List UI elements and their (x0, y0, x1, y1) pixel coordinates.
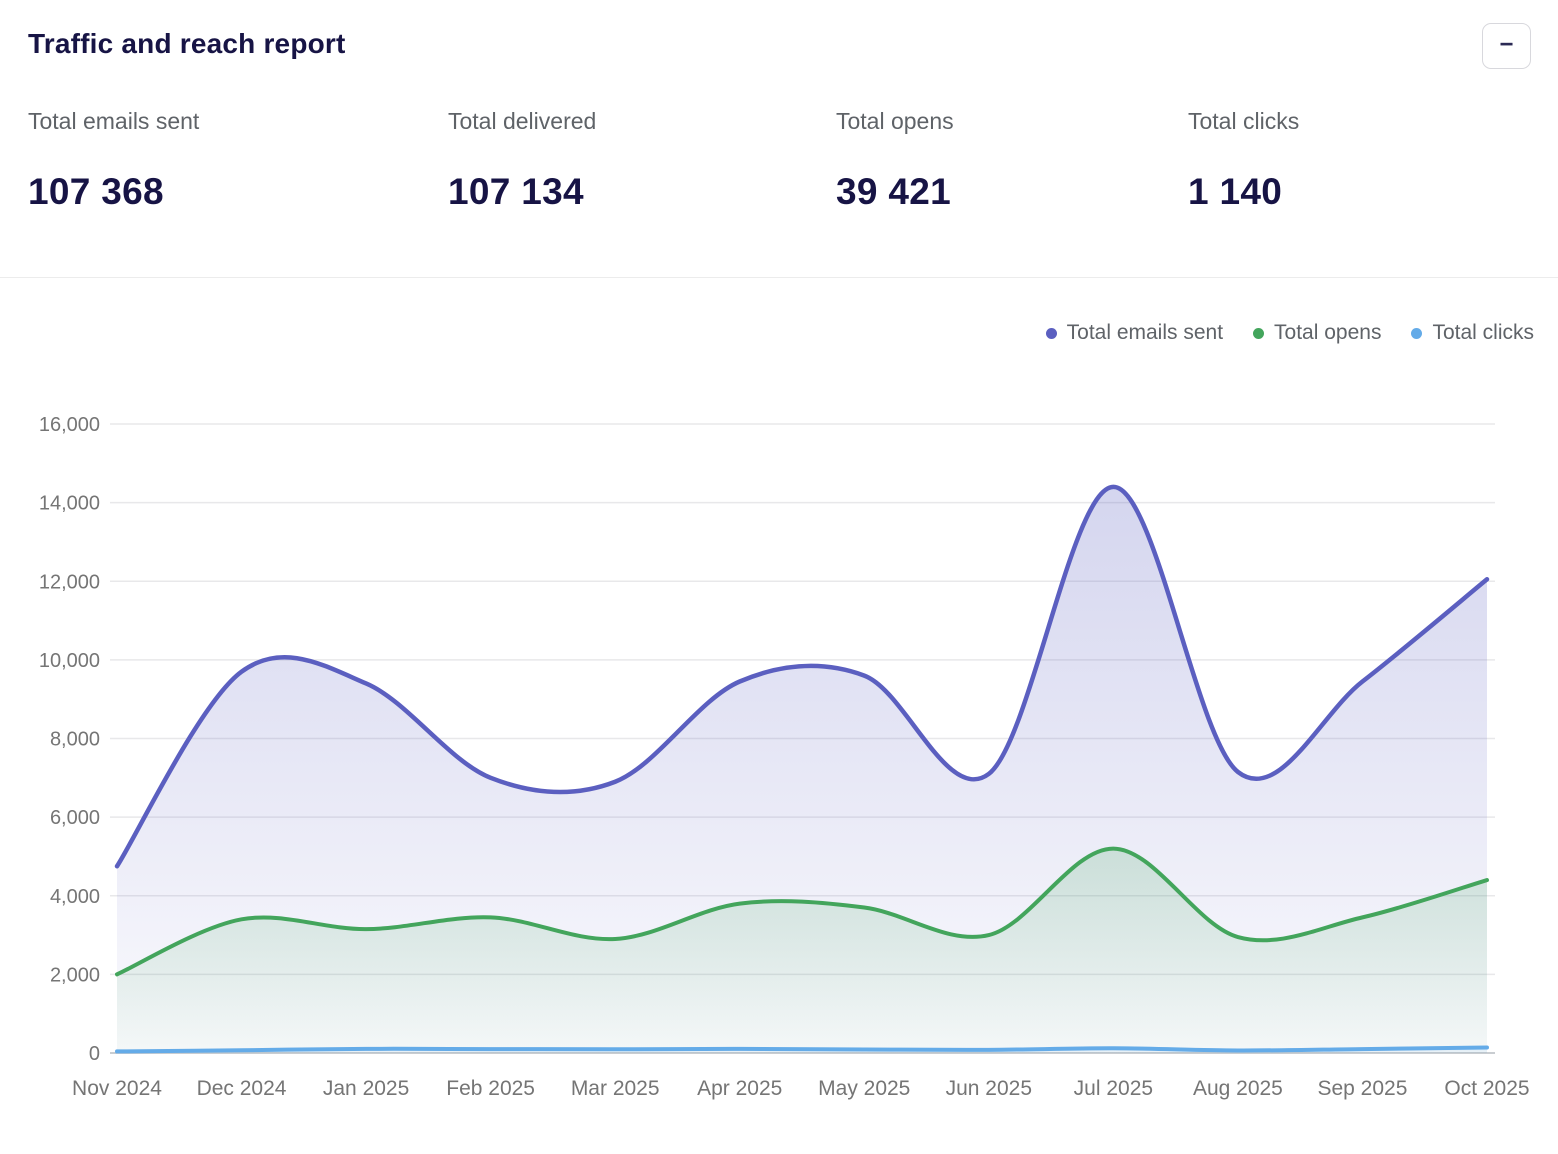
series-line-total-opens (115, 846, 1489, 977)
legend-item-total-emails-sent[interactable]: Total emails sent (1045, 321, 1224, 345)
x-axis-tick-label: May 2025 (818, 1077, 910, 1100)
legend-dot-icon (1253, 327, 1265, 339)
y-axis-tick-label: 0 (89, 1043, 100, 1065)
section-divider (0, 277, 1558, 278)
legend-label: Total clicks (1432, 321, 1534, 344)
stat-label: Total opens (836, 108, 954, 134)
y-axis-tick-label: 14,000 (39, 493, 100, 515)
legend-label: Total opens (1274, 321, 1382, 344)
x-axis-tick-label: Apr 2025 (697, 1077, 782, 1100)
x-axis-tick-label: Jul 2025 (1074, 1077, 1153, 1100)
stat-value: 1 140 (1188, 171, 1283, 212)
stat-total-opens: Total opens 39 421 (836, 108, 954, 213)
x-axis-tick-label: Jun 2025 (946, 1077, 1032, 1100)
series-line-total-emails-sent (114, 484, 1490, 869)
y-axis-tick-label: 10,000 (39, 650, 100, 672)
y-axis-tick-label: 12,000 (39, 571, 100, 593)
stat-label: Total emails sent (28, 108, 200, 134)
x-axis-tick-label: Sep 2025 (1317, 1077, 1407, 1100)
legend-item-total-opens[interactable]: Total opens (1253, 321, 1381, 345)
stat-value: 107 134 (448, 171, 584, 212)
stat-label: Total clicks (1188, 108, 1300, 134)
x-axis-tick-label: Dec 2024 (197, 1077, 287, 1100)
stat-value: 107 368 (28, 171, 164, 212)
page-title: Traffic and reach report (28, 28, 346, 59)
legend-item-total-clicks[interactable]: Total clicks (1411, 321, 1534, 345)
collapse-button[interactable]: − (1482, 23, 1531, 69)
x-axis-tick-label: Feb 2025 (446, 1077, 535, 1100)
legend-dot-icon (1045, 327, 1057, 339)
stat-value: 39 421 (836, 171, 951, 212)
chart-canvas: 16,000 14,000 12,000 10,000 8,000 6,000 4,000 2… (39, 414, 1530, 1100)
chart-legend: Total emails sent Total opens Total clic… (1045, 321, 1534, 345)
stat-total-delivered: Total delivered 107 134 (448, 108, 596, 213)
y-axis-tick-label: 16,000 (39, 414, 100, 436)
x-axis-tick-label: Nov 2024 (72, 1077, 162, 1100)
stat-total-emails-sent: Total emails sent 107 368 (28, 108, 199, 213)
minus-icon: − (1499, 31, 1514, 58)
area-chart[interactable]: 16,000 14,000 12,000 10,000 8,000 6,000 4,000 2… (0, 390, 1558, 1120)
stat-label: Total delivered (448, 108, 597, 134)
y-axis-tick-label: 6,000 (50, 807, 100, 829)
y-axis-tick-label: 2,000 (50, 964, 100, 986)
x-axis-tick-label: Oct 2025 (1444, 1077, 1529, 1100)
stat-total-clicks: Total clicks 1 140 (1188, 108, 1299, 213)
series-line-total-clicks (115, 1045, 1489, 1054)
area-fill-total-opens (117, 848, 1487, 1053)
y-axis-tick-label: 8,000 (50, 729, 100, 751)
x-axis-tick-label: Jan 2025 (323, 1077, 409, 1100)
legend-dot-icon (1411, 327, 1423, 339)
x-axis-tick-label: Aug 2025 (1193, 1077, 1283, 1100)
y-axis-tick-label: 4,000 (50, 886, 100, 908)
legend-label: Total emails sent (1066, 321, 1224, 344)
x-axis-tick-label: Mar 2025 (571, 1077, 660, 1100)
